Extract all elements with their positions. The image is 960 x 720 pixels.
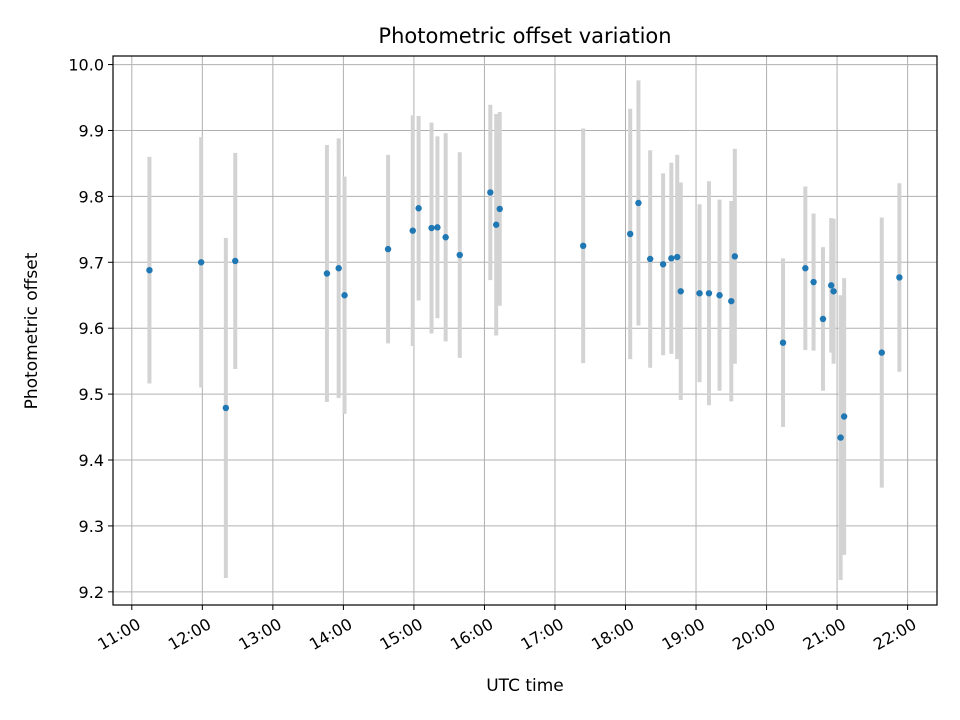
y-tick-label: 9.5 — [79, 385, 104, 404]
data-point — [716, 292, 723, 299]
y-tick-label: 9.8 — [79, 187, 104, 206]
data-point — [840, 413, 848, 420]
y-tick-label: 9.7 — [79, 253, 104, 272]
chart-title: Photometric offset variation — [378, 24, 671, 48]
data-point — [146, 266, 153, 274]
data-point — [456, 251, 463, 259]
data-point — [487, 189, 494, 196]
data-point — [323, 270, 331, 277]
grid — [113, 56, 937, 605]
data-point — [731, 253, 739, 260]
y-tick-label: 9.6 — [79, 319, 104, 338]
data-point — [659, 261, 667, 268]
data-point — [878, 349, 885, 356]
y-tick-label: 10.0 — [68, 56, 104, 75]
data-point — [810, 278, 817, 286]
data-point — [627, 230, 634, 238]
data-point — [819, 315, 827, 323]
data-point — [646, 255, 654, 263]
data-point — [409, 227, 416, 234]
y-tick-label: 9.3 — [79, 517, 104, 536]
data-point — [837, 434, 844, 441]
data-point — [705, 290, 713, 297]
data-point — [802, 265, 809, 272]
data-point — [415, 205, 422, 212]
data-point — [434, 224, 441, 231]
data-point — [668, 255, 675, 262]
data-point — [779, 339, 787, 346]
data-point — [493, 221, 500, 228]
data-point — [428, 224, 435, 232]
data-point — [496, 205, 503, 213]
y-tick-label: 9.9 — [79, 121, 104, 140]
data-point — [696, 290, 703, 297]
plot-frame — [112, 55, 938, 606]
data-point — [341, 292, 348, 299]
data-point — [830, 288, 837, 295]
data-point — [896, 274, 903, 281]
x-axis-title: UTC time — [486, 676, 564, 696]
y-axis-title: Photometric offset — [22, 252, 42, 409]
y-tick-label: 9.4 — [79, 451, 104, 470]
data-point — [635, 199, 642, 207]
data-points — [146, 189, 903, 441]
data-point — [197, 259, 205, 266]
data-point — [222, 404, 230, 412]
data-point — [442, 234, 449, 241]
y-axis: 9.2 9.3 9.4 9.5 9.6 9.7 9.8 9.9 10.0 — [68, 56, 113, 602]
data-point — [828, 282, 835, 289]
data-point — [232, 257, 239, 265]
data-point — [335, 265, 342, 272]
data-point — [384, 245, 392, 253]
y-tick-label: 9.2 — [79, 583, 104, 602]
data-point — [677, 288, 684, 295]
data-point — [674, 253, 681, 261]
data-point — [579, 242, 587, 250]
data-point — [728, 297, 735, 305]
